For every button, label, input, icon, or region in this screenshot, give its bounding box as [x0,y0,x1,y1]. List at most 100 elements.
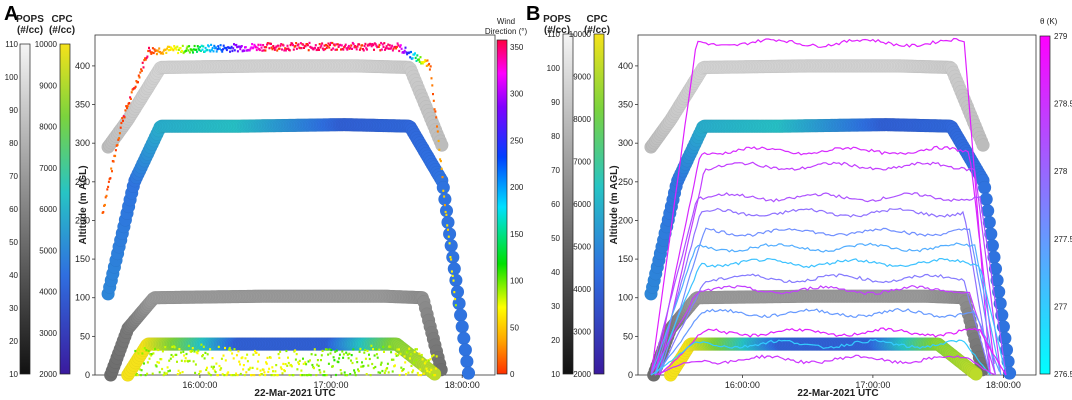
data-point [335,43,338,46]
data-point [398,348,400,351]
data-point [435,355,438,358]
y-tick-label: 0 [628,370,633,380]
data-point [311,363,314,367]
data-point [244,357,247,360]
theta-line [650,242,1002,376]
data-point [308,41,311,44]
data-point [143,59,146,62]
data-point [337,45,340,48]
theta-line [654,307,1001,376]
theta-line [658,327,1007,376]
data-point [209,50,212,53]
pops-gradient [19,43,31,375]
data-point [327,42,330,45]
data-point [139,368,142,371]
data-point [154,347,156,350]
data-point [1002,366,1017,380]
theta-line [650,192,1007,376]
data-point [236,374,239,377]
colorbar-tick-label: 40 [9,271,18,280]
data-point [169,357,172,360]
data-point [338,353,341,356]
colorbar-tick-label: 8000 [39,123,57,132]
data-point [140,68,143,71]
data-point [425,64,428,67]
data-point [314,44,317,47]
data-point [395,354,398,357]
data-point [396,348,399,351]
data-point [979,192,993,206]
data-point [392,358,395,361]
data-point [307,49,310,52]
data-point [158,47,161,50]
data-point [151,47,154,50]
data-point [414,56,417,59]
data-point [146,361,149,364]
colorbar-unit: (#/cc) [49,25,75,36]
data-point [353,369,356,372]
data-point [364,42,367,45]
data-point [319,46,322,49]
data-point [352,348,355,351]
data-point [294,358,297,361]
data-point [212,367,215,370]
colorbar-tick-label: 30 [551,302,560,311]
data-point [368,44,371,47]
data-point [283,370,286,373]
data-point [150,52,153,55]
series-cpc-cc-profile-high [101,117,476,380]
theta-colorbar: θ (K) 276.5 277 277.5 278 278.5 279 [1039,17,1072,379]
data-point [449,256,452,259]
data-point [261,49,264,52]
data-point [347,46,350,49]
colorbar-tick-label: 5000 [39,246,57,255]
data-point [447,235,450,238]
data-point [302,362,305,365]
data-point [207,371,210,374]
data-point [325,43,327,47]
pops-gradient [562,33,574,375]
data-point [388,47,390,50]
data-point [314,46,316,49]
data-point [398,374,401,377]
data-point [103,203,106,207]
data-point [143,362,145,365]
data-point [184,357,187,360]
colorbar-tick-label: 100 [547,64,561,73]
panel-letter: A [4,3,18,25]
data-point [166,47,169,50]
data-point [196,50,198,53]
colorbar-tick-label: 7000 [39,164,57,173]
data-point [219,44,222,47]
data-point [454,304,457,307]
data-point [977,180,992,195]
colorbar-tick-label: 60 [9,205,18,214]
colorbar-tick-label: 70 [9,172,18,181]
data-point [144,374,147,377]
data-point [435,116,438,119]
data-point [420,374,422,377]
data-point [408,51,411,54]
data-point [205,368,208,371]
data-point [366,349,369,352]
data-point [204,351,207,354]
data-point [285,349,288,353]
colorbar-tick-label: 200 [510,183,524,192]
data-point [364,357,367,360]
data-point [263,371,266,374]
data-point [128,102,131,105]
data-point [358,43,361,46]
data-point [171,345,174,348]
theta-line [654,257,1006,376]
data-point [300,369,303,372]
data-point [202,345,205,348]
data-point [258,48,261,52]
series-cpc-cc-profile-low [663,337,983,382]
data-point [432,93,434,96]
y-tick-label: 400 [75,61,90,71]
theta-gradient [1039,35,1051,375]
data-point [439,158,442,161]
data-point [210,48,213,51]
data-point [112,160,115,163]
data-point [425,367,428,370]
